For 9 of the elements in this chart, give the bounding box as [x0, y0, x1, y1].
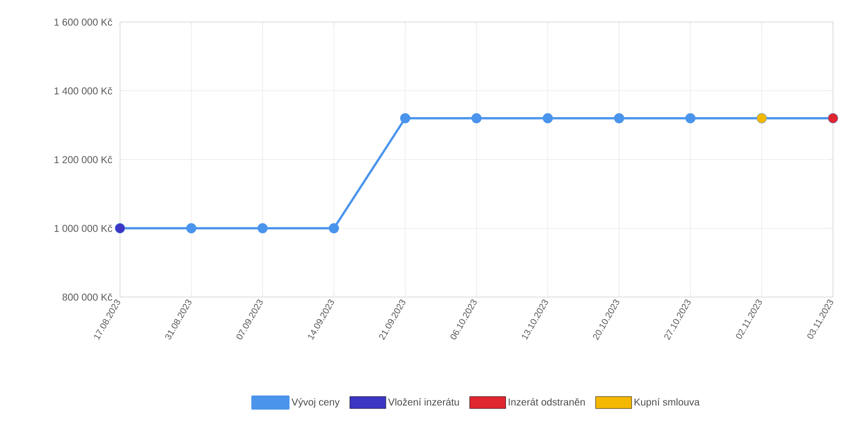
- y-tick-label: 800 000 Kč: [62, 293, 112, 301]
- legend-label: Vývoj ceny: [292, 398, 340, 408]
- legend-label: Kupní smlouva: [634, 398, 700, 408]
- y-tick-label: 1 600 000 Kč: [54, 18, 112, 26]
- y-tick-label: 1 200 000 Kč: [54, 156, 112, 164]
- legend-label: Inzerát odstraněn: [508, 398, 585, 406]
- y-tick-label: 1 000 000 Kč: [54, 224, 112, 232]
- y-tick-label: 1 400 000 Kč: [54, 87, 112, 94]
- legend-label: Vložení inzerátu: [388, 398, 459, 406]
